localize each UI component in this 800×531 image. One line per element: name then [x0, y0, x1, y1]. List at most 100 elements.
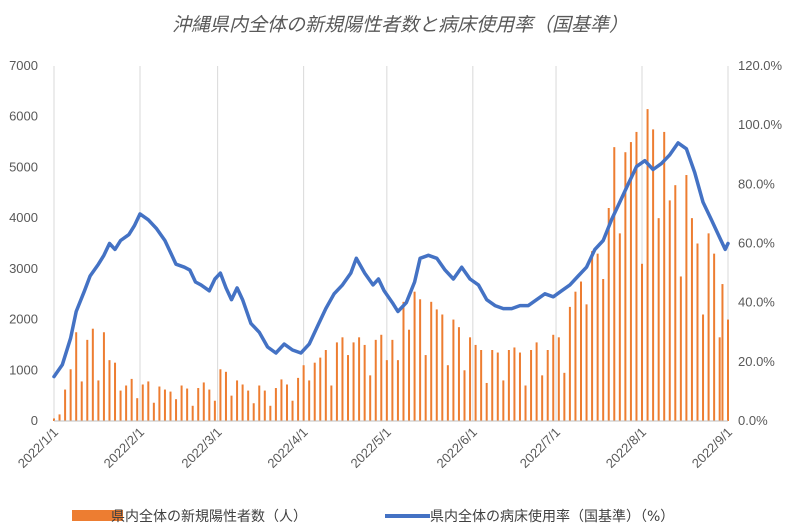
bar [274, 388, 277, 421]
bar [335, 342, 338, 421]
bar [119, 390, 122, 421]
x-tick-label: 2022/8/1 [603, 425, 649, 471]
bar [552, 334, 555, 421]
bar [635, 131, 638, 421]
bar [252, 403, 255, 421]
x-tick-label: 2022/3/1 [178, 425, 224, 471]
bar [646, 109, 649, 421]
bar [591, 251, 594, 421]
bar [213, 400, 216, 421]
bar [236, 380, 239, 421]
bar [446, 365, 449, 421]
y-left-tick-label: 0 [31, 413, 38, 428]
bar [186, 388, 189, 421]
bar [452, 319, 455, 421]
bar [685, 175, 688, 421]
bar [369, 375, 372, 421]
bar [579, 281, 582, 421]
bar [690, 218, 693, 421]
bar [441, 314, 444, 421]
bar [224, 371, 227, 421]
bar [496, 352, 499, 421]
bar [64, 389, 67, 421]
chart-title: 沖縄県内全体の新規陽性者数と病床使用率（国基準） [172, 14, 628, 36]
bar [152, 402, 155, 421]
bar [102, 332, 105, 421]
bar [502, 380, 505, 421]
bar [424, 355, 427, 421]
bar [197, 388, 200, 421]
bar [163, 389, 166, 421]
bar [202, 382, 205, 421]
bar [169, 391, 172, 421]
legend-swatch-cases [72, 510, 123, 521]
bar [491, 350, 494, 421]
bar [402, 301, 405, 421]
bar [75, 332, 78, 421]
bar [230, 395, 233, 421]
bar [263, 390, 266, 421]
bar [513, 347, 516, 421]
bar [341, 337, 344, 421]
bar [180, 385, 183, 421]
bar [469, 337, 472, 421]
y-right-tick-label: 100.0% [738, 117, 783, 132]
bar [330, 385, 333, 421]
legend-label-occupancy: 県内全体の病床使用率（国基準）（%） [430, 508, 674, 525]
bar [713, 253, 716, 421]
x-tick-label: 2022/5/1 [348, 425, 394, 471]
bar [507, 350, 510, 421]
bar [291, 400, 294, 421]
bar [607, 208, 610, 421]
bar [518, 352, 521, 421]
bar [535, 342, 538, 421]
bar [69, 369, 72, 421]
bar [141, 384, 144, 421]
bar [380, 334, 383, 421]
bar [191, 405, 194, 421]
bar [391, 339, 394, 421]
bar [652, 129, 655, 421]
bar [430, 301, 433, 421]
bar [624, 152, 627, 421]
bar [396, 360, 399, 421]
y-left-tick-label: 2000 [9, 312, 38, 327]
bar [319, 357, 322, 421]
y-left-tick-label: 6000 [9, 109, 38, 124]
bar [86, 339, 89, 421]
bar [269, 405, 272, 421]
bar [114, 362, 117, 421]
y-left-tick-label: 3000 [9, 261, 38, 276]
bar [474, 344, 477, 421]
occupancy-line [52, 141, 730, 379]
x-tick-label: 2022/7/1 [517, 425, 563, 471]
legend: 県内全体の新規陽性者数（人） 県内全体の病床使用率（国基準）（%） [72, 508, 674, 525]
y-right-tick-label: 20.0% [738, 354, 775, 369]
bar [125, 385, 128, 421]
bar [618, 233, 621, 421]
bar [563, 372, 566, 421]
bar [696, 243, 699, 421]
gridlines [53, 66, 729, 421]
bar [175, 399, 178, 421]
bar [641, 263, 644, 421]
bar [358, 337, 361, 421]
y-right-tick-label: 0.0% [738, 413, 768, 428]
y-left-tick-label: 5000 [9, 159, 38, 174]
bar [707, 233, 710, 421]
bar [208, 389, 211, 421]
bar [374, 339, 377, 421]
y-left-tick-label: 1000 [9, 362, 38, 377]
bar [657, 218, 660, 421]
bar [352, 342, 355, 421]
bar [718, 337, 721, 421]
bar [219, 369, 222, 421]
bar [285, 384, 288, 421]
bar [58, 414, 61, 421]
bar [602, 279, 605, 421]
bar [324, 350, 327, 421]
bar [408, 329, 411, 421]
bar [413, 291, 416, 421]
bar [702, 314, 705, 421]
bar [674, 185, 677, 421]
